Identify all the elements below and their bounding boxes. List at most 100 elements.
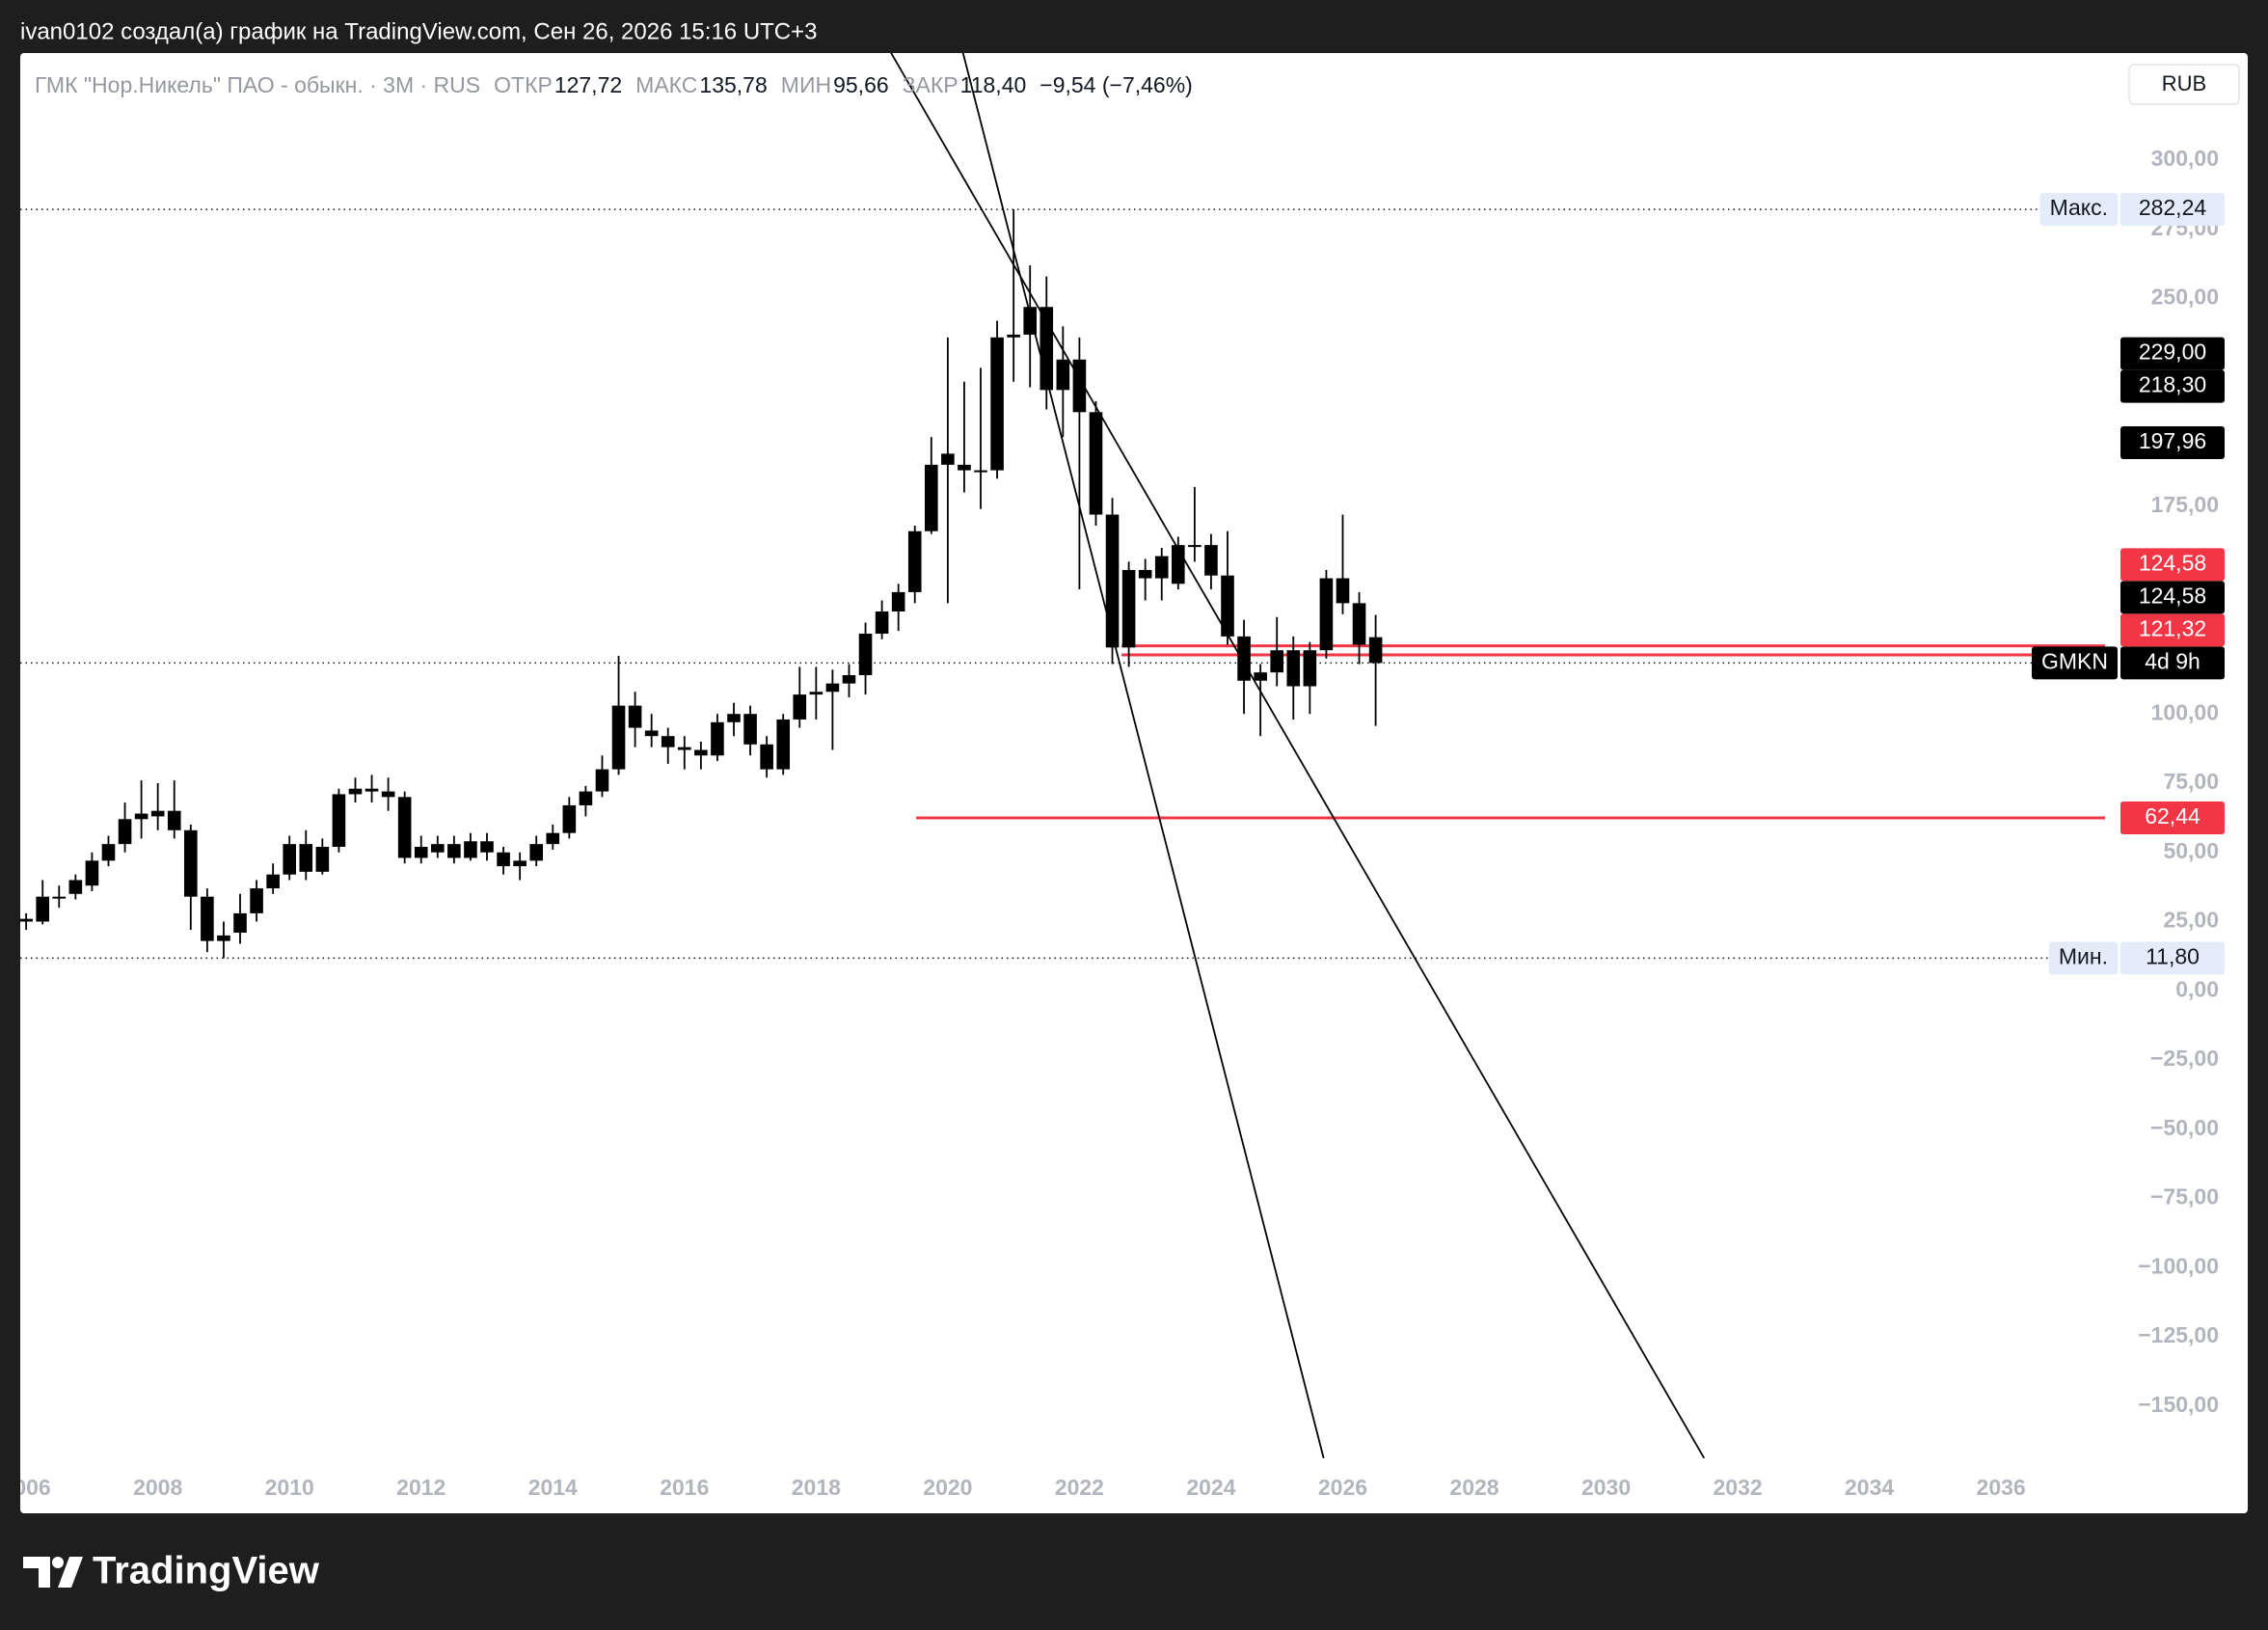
y-tick-label: −150,00: [2138, 1392, 2219, 1417]
candle-body: [283, 844, 297, 875]
price-badge-label: 121,32: [2139, 615, 2206, 640]
price-badge-label: 124,58: [2139, 583, 2206, 608]
candle-body: [250, 888, 263, 913]
legend-item-name: ЗАКР: [903, 72, 958, 97]
price-badge-label: 229,00: [2139, 340, 2206, 365]
candle-body: [1286, 650, 1301, 687]
legend-item-name: МАКС: [635, 72, 697, 97]
candle-body: [1138, 569, 1152, 579]
candle-body: [364, 788, 379, 792]
y-tick-label: −125,00: [2138, 1322, 2219, 1347]
candle-body: [760, 744, 773, 770]
candle-body: [1007, 334, 1020, 338]
candle-body: [1237, 636, 1251, 681]
price-badge: [2120, 548, 2225, 582]
candle-body: [891, 591, 905, 612]
price-badge-caption: Макс.: [2050, 195, 2108, 220]
trend-line: [961, 53, 1325, 1459]
candle-body: [694, 749, 708, 756]
candle-body: [1089, 412, 1103, 515]
candle-body: [990, 337, 1004, 471]
candle-body: [1056, 359, 1070, 391]
x-tick-label: 2006: [2, 1475, 51, 1500]
y-tick-label: 175,00: [2151, 492, 2219, 517]
candle-body: [266, 874, 280, 889]
price-badge-label: 124,58: [2139, 550, 2206, 575]
x-tick-label: 2020: [923, 1475, 972, 1500]
candle-body: [397, 797, 412, 858]
logo-slash: [58, 1557, 83, 1588]
candle-body: [201, 896, 214, 941]
price-badge: [2120, 369, 2225, 403]
x-tick-label: 2012: [396, 1475, 446, 1500]
candle-body: [134, 813, 148, 820]
candle-body: [1105, 514, 1120, 648]
chart-panel: [20, 53, 2248, 1513]
candle-body: [85, 860, 99, 886]
trend-line: [890, 53, 1706, 1459]
candle-body: [1336, 578, 1350, 604]
y-tick-label: −75,00: [2150, 1184, 2219, 1209]
candle-body: [958, 464, 971, 471]
y-tick-label: −100,00: [2138, 1253, 2219, 1278]
y-tick-label: 25,00: [2163, 908, 2219, 933]
candle-body: [1368, 637, 1383, 664]
currency-button[interactable]: [2128, 64, 2240, 105]
candle-body: [1204, 545, 1218, 576]
candle-body: [529, 844, 544, 861]
candle-body: [546, 832, 560, 845]
candle-body: [579, 791, 593, 805]
legend-item-value: 118,40: [960, 72, 1027, 97]
candle-body: [1188, 545, 1202, 548]
candle-body: [1319, 578, 1334, 651]
candle-body: [118, 819, 132, 845]
x-tick-label: 2024: [1186, 1475, 1235, 1500]
price-badge-label: 282,24: [2139, 195, 2207, 220]
candle-body: [1172, 545, 1185, 584]
candle-body: [907, 530, 922, 592]
legend: ГМК "Нор.Никель" ПАО - обыкн. · 3M · RUS…: [35, 72, 1193, 97]
candle-body: [793, 694, 807, 720]
candle-body: [20, 918, 33, 922]
legend-title: ГМК "Нор.Никель" ПАО - обыкн. · 3M · RUS: [35, 72, 480, 97]
candle-body: [743, 714, 757, 745]
price-badge: [2120, 581, 2225, 614]
candle-body: [611, 705, 626, 770]
candle-body: [595, 769, 609, 792]
price-badge: [2120, 613, 2225, 647]
candle-body: [299, 844, 313, 872]
price-badge-caption-box: [2039, 193, 2118, 227]
time-axis: 2006 2008 2010 2012 2014 2016 2018 2020 2022 2024…: [2, 1475, 2026, 1500]
candle-body: [431, 844, 445, 853]
logo-dot: [52, 1557, 64, 1568]
candle-body: [233, 912, 247, 933]
legend-item-value: 135,78: [699, 72, 767, 97]
x-tick-label: 2030: [1581, 1475, 1631, 1500]
candle-body: [858, 633, 873, 676]
x-tick-label: 2028: [1449, 1475, 1498, 1500]
x-tick-label: 2018: [792, 1475, 841, 1500]
candle-body: [1270, 650, 1284, 673]
price-badge: [2120, 801, 2225, 835]
price-badge-label: 197,96: [2139, 428, 2206, 453]
candle-body: [480, 841, 494, 853]
candle-body: [974, 470, 987, 473]
candle-body: [1154, 556, 1169, 579]
candle-body: [150, 810, 165, 817]
candle-body: [809, 692, 824, 695]
price-badge: [2120, 337, 2225, 370]
y-tick-label: 0,00: [2175, 976, 2219, 1001]
y-tick-label: −50,00: [2150, 1115, 2219, 1140]
plot-area: [20, 53, 2105, 1459]
candle-body: [68, 880, 83, 894]
candle-body: [315, 847, 330, 872]
candle-body: [447, 844, 461, 858]
legend-item-name: ОТКР: [494, 72, 553, 97]
price-badge: [2120, 426, 2225, 460]
candle-body: [875, 611, 889, 634]
legend-item-name: МИН: [781, 72, 831, 97]
candle-body: [1303, 650, 1317, 687]
price-badge-label: 218,30: [2139, 372, 2206, 397]
